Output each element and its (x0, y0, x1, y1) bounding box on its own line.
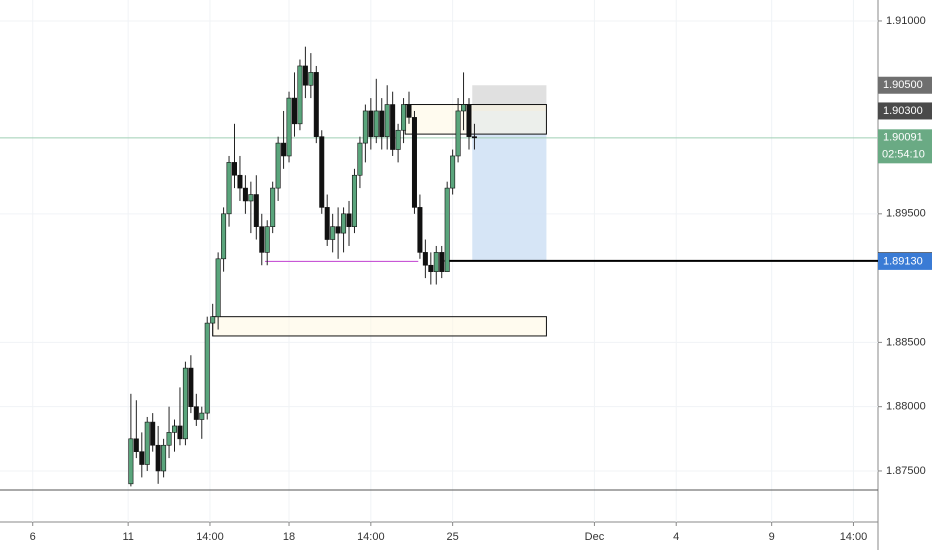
candle-body (471, 136, 477, 139)
candle-body (444, 187, 450, 272)
x-tick-label: 11 (122, 531, 133, 543)
candle-body (139, 451, 145, 465)
x-tick-label: 14:00 (357, 531, 385, 543)
candle-body (242, 187, 248, 202)
x-tick-label: 25 (447, 531, 459, 543)
candle-body (188, 367, 194, 407)
candle-body (275, 142, 281, 189)
candle-body (390, 104, 396, 150)
candle-body (411, 117, 417, 208)
candle-body (237, 174, 243, 189)
candle-body (433, 252, 439, 272)
candle-body (428, 264, 434, 272)
candle-body (417, 207, 423, 253)
candle-body (373, 110, 379, 137)
y-tick-label: 1.89500 (886, 208, 926, 220)
candle-body (177, 425, 183, 440)
candle-body (406, 104, 412, 118)
candle-body (395, 129, 401, 150)
candle-body (308, 72, 314, 86)
price-badge-label: 1.90091 (883, 132, 923, 144)
candle-body (226, 162, 232, 215)
candle-body (401, 104, 407, 131)
candle-body (439, 252, 445, 272)
x-tick-label: 9 (769, 531, 775, 543)
candle-body (128, 438, 134, 485)
candle-body (297, 65, 303, 125)
candle-body (335, 226, 341, 234)
y-tick-label: 1.91000 (886, 15, 926, 27)
candle-body (379, 110, 385, 137)
candle-body (455, 110, 461, 157)
candle-body (248, 194, 254, 202)
candle-body (422, 252, 428, 266)
x-tick-label: 18 (283, 531, 295, 543)
y-tick-label: 1.88000 (886, 401, 926, 413)
candle-body (330, 226, 336, 240)
candle-body (204, 322, 210, 414)
candle-body (166, 432, 172, 446)
candle-body (161, 444, 167, 472)
price-badge-label: 1.90300 (883, 105, 923, 117)
candle-body (281, 142, 287, 157)
candle-body (362, 110, 368, 144)
candle-body (286, 97, 292, 157)
candle-body (313, 72, 319, 137)
candle-body (253, 194, 259, 227)
candle-body (270, 187, 276, 227)
price-badge-label: 1.90500 (883, 79, 923, 91)
candle-body (264, 226, 270, 253)
candle-body (182, 367, 188, 440)
x-tick-label: 4 (673, 531, 679, 543)
candle-body (346, 213, 352, 227)
candle-body (302, 65, 308, 86)
candle-body (193, 406, 199, 420)
candle-body (172, 425, 178, 433)
candle-body (291, 97, 297, 125)
candle-body (351, 174, 357, 227)
candle-body (466, 104, 472, 137)
candle-body (461, 104, 467, 112)
price-badge (878, 252, 932, 270)
zone (212, 316, 547, 337)
candle-body (357, 142, 363, 176)
candle-body (155, 444, 161, 472)
x-tick-label: 14:00 (840, 531, 868, 543)
y-tick-label: 1.87500 (886, 465, 926, 477)
candle-body (341, 213, 347, 234)
y-tick-label: 1.88500 (886, 336, 926, 348)
target-zone (472, 110, 547, 261)
zone (404, 104, 547, 135)
x-tick-label: 14:00 (196, 531, 224, 543)
price-badge (878, 129, 932, 164)
candle-body (324, 207, 330, 240)
countdown-label: 02:54:10 (882, 149, 925, 161)
candle-body (133, 438, 139, 452)
candle-body (450, 155, 456, 189)
candle-body (150, 421, 156, 446)
x-tick-label: Dec (585, 531, 605, 543)
price-badge (878, 102, 932, 120)
price-badge-label: 1.89130 (883, 255, 923, 267)
candle-body (215, 258, 221, 317)
candle-body (199, 412, 205, 420)
candle-body (319, 136, 325, 208)
candle-body (384, 104, 390, 137)
candle-body (144, 421, 150, 465)
price-badge (878, 76, 932, 94)
candle-body (231, 162, 237, 176)
candle-body (210, 316, 216, 324)
candle-body (368, 110, 374, 137)
candle-body (259, 226, 265, 253)
candle-body (221, 213, 227, 260)
x-tick-label: 6 (30, 531, 36, 543)
